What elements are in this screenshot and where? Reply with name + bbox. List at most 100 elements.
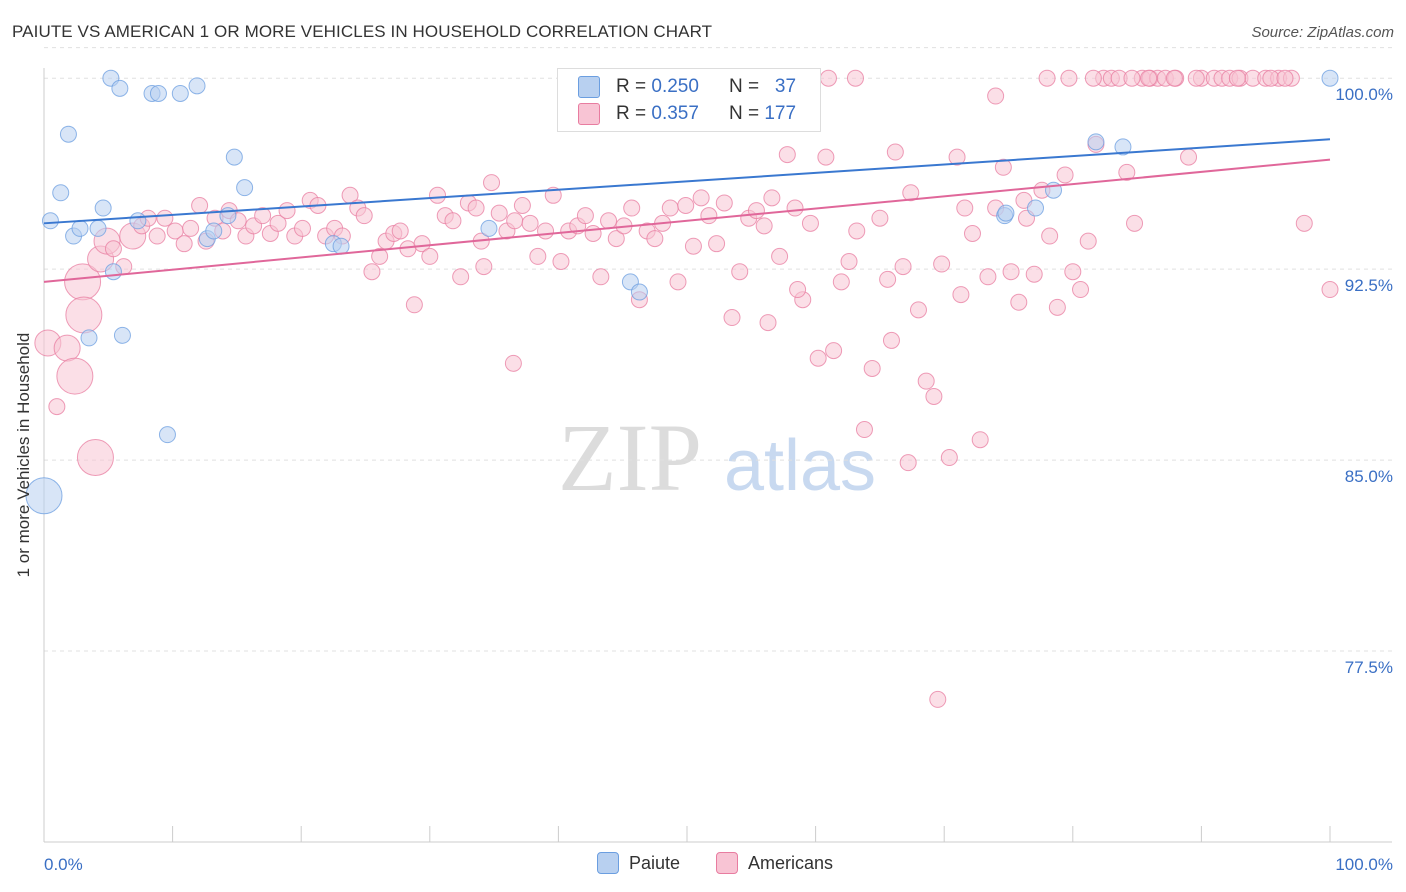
point-americans: [600, 212, 618, 230]
point-americans: [444, 212, 462, 230]
y-axis-label-wrap: 1 or more Vehicles in Household: [4, 0, 44, 892]
y-tick-label: 100.0%: [1335, 85, 1393, 104]
point-americans: [669, 273, 687, 291]
point-americans: [391, 222, 409, 240]
legend-swatch-paiute: [597, 852, 619, 874]
point-americans: [917, 372, 935, 390]
point-americans: [979, 268, 997, 286]
legend-row-paiute: R = 0.250 N = 37: [578, 75, 796, 99]
point-americans: [925, 387, 943, 405]
point-americans: [700, 207, 718, 225]
point-americans: [855, 421, 873, 439]
legend-item-paiute[interactable]: Paiute: [597, 852, 680, 874]
point-paiute: [1114, 138, 1132, 156]
point-americans: [819, 69, 837, 87]
point-americans: [715, 194, 733, 212]
point-paiute: [630, 283, 648, 301]
point-americans: [971, 431, 989, 449]
point-americans: [956, 199, 974, 217]
source-label: Source: ZipAtlas.com: [1251, 24, 1394, 41]
point-americans: [763, 189, 781, 207]
point-paiute: [997, 204, 1015, 222]
point-americans: [278, 202, 296, 220]
point-paiute: [480, 219, 498, 237]
point-americans: [1140, 69, 1158, 87]
point-americans: [1079, 232, 1097, 250]
point-americans: [902, 184, 920, 202]
point-americans: [755, 217, 773, 235]
point-paiute: [104, 263, 122, 281]
point-americans: [894, 258, 912, 276]
point-paiute: [1027, 199, 1045, 217]
point-americans: [832, 273, 850, 291]
point-americans: [786, 199, 804, 217]
point-americans: [948, 148, 966, 166]
point-americans: [1025, 265, 1043, 283]
point-americans: [53, 334, 81, 362]
x-tick-label: 0.0%: [44, 855, 83, 874]
point-americans: [584, 224, 602, 242]
point-paiute: [80, 329, 98, 347]
point-americans: [576, 207, 594, 225]
point-americans: [1126, 214, 1144, 232]
point-paiute: [332, 237, 350, 255]
point-americans: [677, 196, 695, 214]
point-americans: [483, 174, 501, 192]
legend-r-label: R =: [616, 103, 647, 124]
y-tick-label: 77.5%: [1345, 658, 1393, 677]
point-paiute: [59, 125, 77, 143]
legend-n-value: 177: [764, 103, 797, 124]
point-americans: [191, 196, 209, 214]
point-americans: [413, 235, 431, 253]
point-americans: [840, 253, 858, 271]
watermark-zip: ZIP: [558, 404, 702, 511]
point-americans: [1228, 69, 1246, 87]
x-tick-label: 100.0%: [1335, 855, 1393, 874]
point-americans: [871, 209, 889, 227]
point-americans: [293, 219, 311, 237]
point-paiute: [171, 84, 189, 102]
point-americans: [56, 357, 94, 395]
point-americans: [1262, 69, 1280, 87]
point-americans: [48, 398, 66, 416]
data-points: [25, 69, 1339, 708]
legend-item-americans[interactable]: Americans: [716, 852, 833, 874]
legend-swatch-americans: [578, 103, 600, 125]
point-americans: [731, 263, 749, 281]
point-paiute: [89, 219, 107, 237]
point-paiute: [71, 219, 89, 237]
point-americans: [592, 268, 610, 286]
point-paiute: [41, 212, 59, 230]
point-americans: [863, 359, 881, 377]
point-paiute: [1087, 133, 1105, 151]
trend-line-americans: [43, 158, 1331, 283]
point-americans: [1072, 281, 1090, 299]
y-tick-label: 85.0%: [1345, 467, 1393, 486]
point-paiute: [94, 199, 112, 217]
point-americans: [909, 301, 927, 319]
point-americans: [1180, 148, 1198, 166]
legend-swatch-paiute: [578, 76, 600, 98]
point-americans: [1321, 281, 1339, 299]
point-americans: [452, 268, 470, 286]
legend-label-paiute: Paiute: [629, 852, 681, 873]
point-americans: [1295, 214, 1313, 232]
point-americans: [371, 247, 389, 265]
point-americans: [708, 235, 726, 253]
point-americans: [1165, 69, 1183, 87]
series-legend: Paiute Americans: [0, 852, 1406, 878]
legend-n-label: N =: [728, 76, 760, 97]
point-americans: [1056, 166, 1074, 184]
legend-swatch-americans: [716, 852, 738, 874]
point-americans: [552, 253, 570, 271]
point-americans: [1010, 293, 1028, 311]
point-americans: [1276, 69, 1294, 87]
legend-r-value: 0.250: [651, 76, 699, 97]
point-americans: [886, 143, 904, 161]
point-paiute: [188, 77, 206, 95]
point-americans: [789, 281, 807, 299]
point-americans: [882, 331, 900, 349]
tick-labels: 77.5% 85.0% 92.5% 100.0% 0.0% 100.0%: [44, 85, 1393, 874]
point-americans: [513, 196, 531, 214]
correlation-legend: R = 0.250 N = 37 R = 0.357 N = 177: [557, 68, 821, 132]
